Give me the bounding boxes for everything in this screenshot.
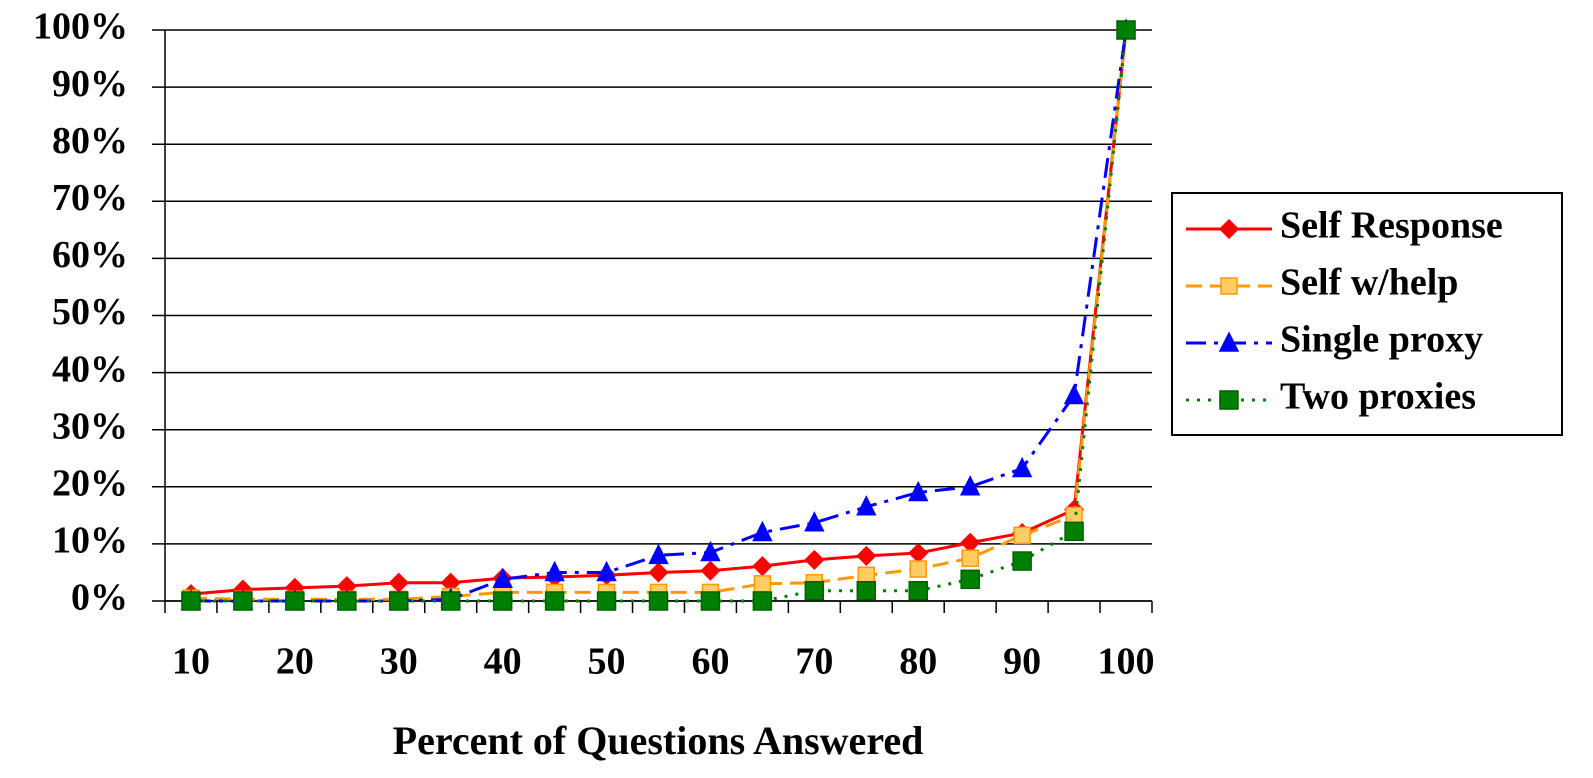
y-tick-label: 20%	[52, 463, 128, 505]
data-point	[700, 540, 721, 562]
data-point	[700, 560, 721, 581]
data-point	[492, 591, 513, 611]
data-point	[908, 542, 929, 564]
data-point	[856, 580, 877, 601]
x-tick-label: 60	[691, 641, 729, 683]
y-tick-label: 0%	[71, 577, 128, 619]
y-tick-label: 60%	[52, 234, 128, 276]
y-tick-label: 30%	[52, 405, 128, 447]
data-point	[388, 572, 409, 593]
legend-marker	[1220, 277, 1238, 295]
data-point	[648, 543, 669, 565]
data-point	[856, 495, 877, 516]
data-point	[961, 549, 979, 567]
data-point	[857, 566, 876, 585]
data-point	[1063, 383, 1085, 405]
x-tick-label: 100	[1098, 641, 1155, 683]
data-point	[1116, 20, 1136, 40]
data-point	[1013, 526, 1031, 545]
data-point	[856, 545, 877, 566]
series-line	[190, 29, 1128, 601]
legend-label: Self w/help	[1280, 262, 1458, 304]
data-point	[804, 511, 825, 532]
data-point	[492, 567, 513, 589]
data-point	[648, 562, 669, 583]
series-line	[190, 29, 1128, 596]
y-tick-label: 10%	[52, 520, 128, 562]
data-point	[596, 560, 617, 582]
y-tick-label: 80%	[52, 120, 128, 162]
data-point	[960, 532, 981, 553]
data-point	[753, 575, 772, 593]
x-tick-label: 20	[276, 641, 314, 683]
y-tick-label: 40%	[52, 348, 128, 390]
data-point	[752, 591, 773, 611]
x-tick-label: 70	[795, 641, 833, 683]
data-point	[804, 580, 825, 601]
legend-marker	[1218, 218, 1240, 240]
data-point	[700, 591, 721, 611]
x-tick-label: 50	[588, 641, 626, 683]
data-point	[544, 591, 565, 611]
y-tick-label: 90%	[52, 63, 128, 105]
y-tick-label: 50%	[52, 291, 128, 333]
data-point	[752, 520, 773, 542]
data-point	[596, 591, 617, 611]
data-point	[1012, 551, 1032, 571]
legend-marker	[1218, 331, 1240, 352]
data-point	[181, 591, 201, 611]
data-point	[909, 560, 927, 578]
legend-marker	[1219, 390, 1239, 410]
data-point	[337, 591, 357, 611]
data-point	[1065, 506, 1083, 525]
x-tick-label: 40	[484, 641, 522, 683]
data-point	[960, 569, 980, 590]
data-point	[389, 591, 409, 611]
x-axis-title: Percent of Questions Answered	[393, 718, 924, 763]
legend-label: Self Response	[1280, 205, 1503, 247]
data-point	[440, 591, 461, 611]
data-point	[1011, 456, 1033, 478]
x-tick-label: 80	[899, 641, 937, 683]
data-point	[752, 556, 773, 577]
y-tick-label: 100%	[33, 6, 128, 48]
data-point	[285, 591, 305, 611]
data-point	[959, 475, 981, 496]
legend-label: Single proxy	[1280, 319, 1483, 361]
x-tick-label: 30	[380, 641, 418, 683]
x-tick-label: 10	[172, 641, 210, 683]
data-point	[233, 591, 253, 611]
data-point	[908, 480, 929, 502]
legend-label: Two proxies	[1280, 376, 1476, 418]
data-point	[648, 591, 669, 611]
data-point	[1064, 521, 1084, 542]
data-point	[544, 560, 565, 582]
data-point	[804, 549, 825, 570]
data-point	[908, 580, 928, 601]
x-tick-label: 90	[1003, 641, 1041, 683]
y-tick-label: 70%	[52, 177, 128, 219]
